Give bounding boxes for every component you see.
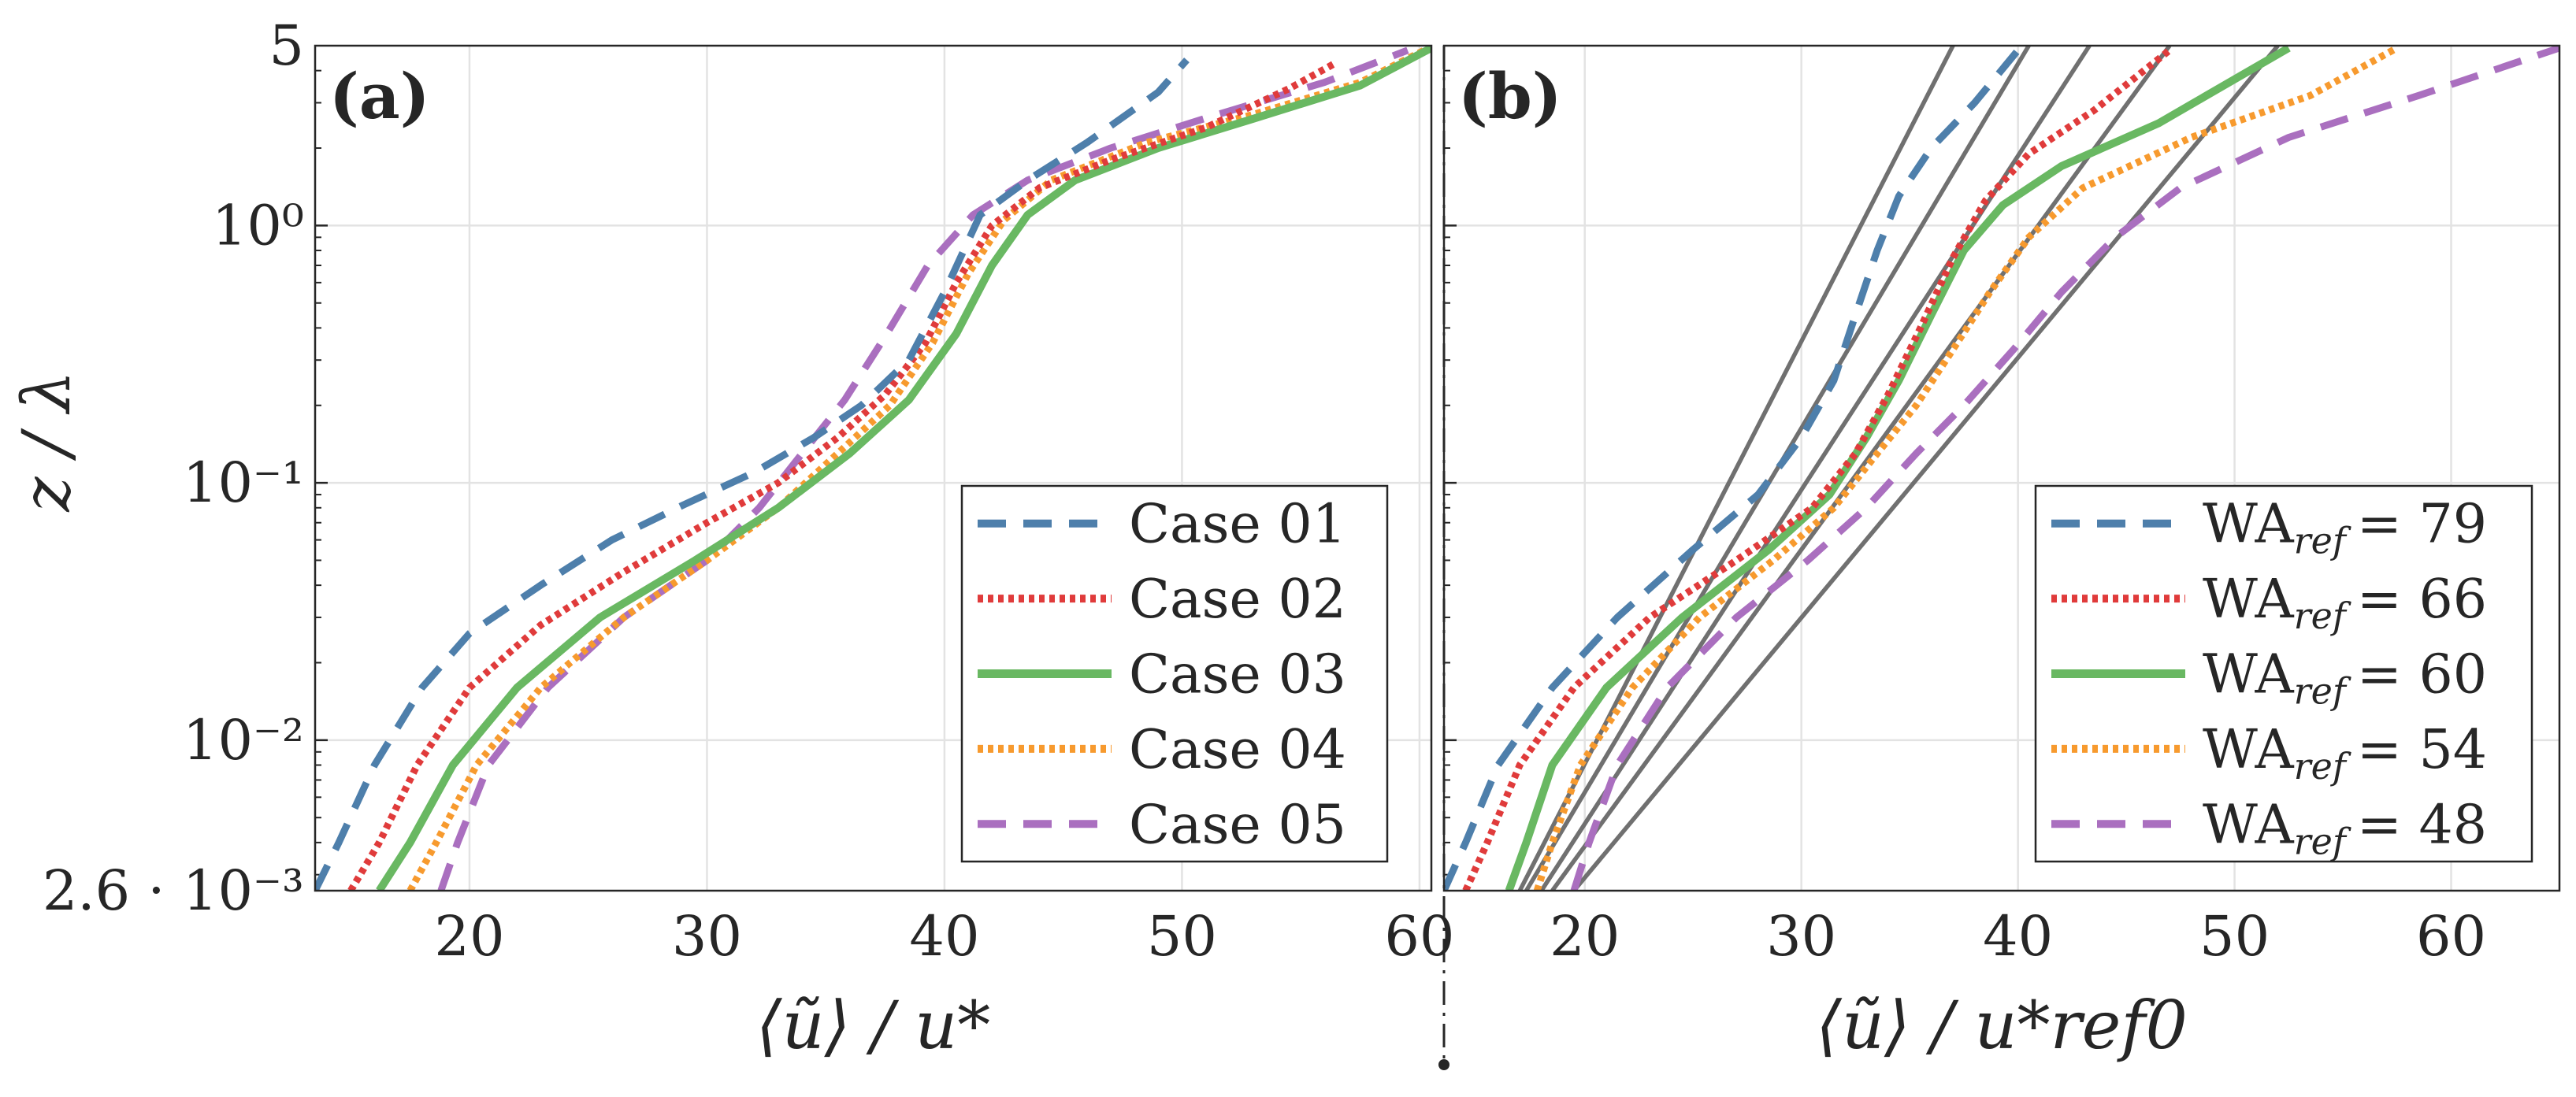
panel-label: (a) <box>329 59 430 133</box>
legend-label-2: WAref = 66 <box>2203 569 2487 637</box>
legend-label-5: WAref = 48 <box>2203 794 2487 862</box>
y-tick-label: 10⁰ <box>212 193 304 258</box>
legend-label-4: WAref = 54 <box>2203 719 2487 788</box>
legend-label-2: Case 02 <box>1129 569 1346 631</box>
y-tick-label: 5 <box>269 13 304 78</box>
minor-ticks <box>315 69 328 876</box>
panel-label: (b) <box>1458 59 1562 133</box>
plot-frame <box>314 44 1433 892</box>
series-line-4 <box>1533 46 2399 891</box>
series-line-2 <box>1462 47 2172 891</box>
legend-label-3: Case 03 <box>1129 644 1346 706</box>
reference-line-5 <box>1572 46 2280 891</box>
series-line-1 <box>1444 47 2021 891</box>
legend-label-4: Case 04 <box>1129 719 1346 781</box>
separator-end-dot <box>1438 1059 1449 1070</box>
series-line-3 <box>376 46 1431 891</box>
legend-label-1: Case 01 <box>1129 494 1346 556</box>
series-line-1 <box>315 57 1190 891</box>
x-tick-label: 40 <box>909 904 979 969</box>
reference-line-4 <box>1550 46 2172 891</box>
series-line-5 <box>437 46 1409 891</box>
legend-label-5: Case 05 <box>1129 794 1346 856</box>
x-tick-label: 30 <box>1766 904 1836 969</box>
y-tick-label: 10⁻¹ <box>183 450 304 515</box>
series-line-2 <box>347 59 1338 891</box>
reference-line-1 <box>1517 46 1955 891</box>
y-tick-label: 2.6 · 10⁻³ <box>43 858 304 923</box>
legend: Case 01 Case 02 Case 03 Case 04 Case 05 <box>960 484 1389 863</box>
legend-label-1: WAref = 79 <box>2203 494 2487 562</box>
series-group <box>1444 46 2559 891</box>
x-tick-label: 20 <box>1550 904 1620 969</box>
x-tick-label: 20 <box>434 904 504 969</box>
x-tick-label: 30 <box>672 904 742 969</box>
x-tick-label: 60 <box>2416 904 2486 969</box>
x-tick-label: 50 <box>1147 904 1217 969</box>
y-tick-label: 10⁻² <box>183 708 304 773</box>
reference-line-2 <box>1524 46 2031 891</box>
series-group <box>315 46 1431 891</box>
legend-label-3: WAref = 60 <box>2203 644 2487 713</box>
x-axis-label: ⟨ũ⟩ / u* <box>756 987 990 1064</box>
plot-frame <box>1442 44 2561 892</box>
series-line-5 <box>1570 46 2559 891</box>
y-axis-label: z / λ <box>8 370 85 512</box>
x-axis-label: ⟨ũ⟩ / u*ref0 <box>1816 987 2188 1064</box>
reference-lines <box>1517 46 2280 891</box>
reference-line-3 <box>1539 46 2092 891</box>
x-tick-label: 40 <box>1983 904 2053 969</box>
minor-ticks <box>1444 69 1457 876</box>
x-tick-label: 50 <box>2199 904 2270 969</box>
